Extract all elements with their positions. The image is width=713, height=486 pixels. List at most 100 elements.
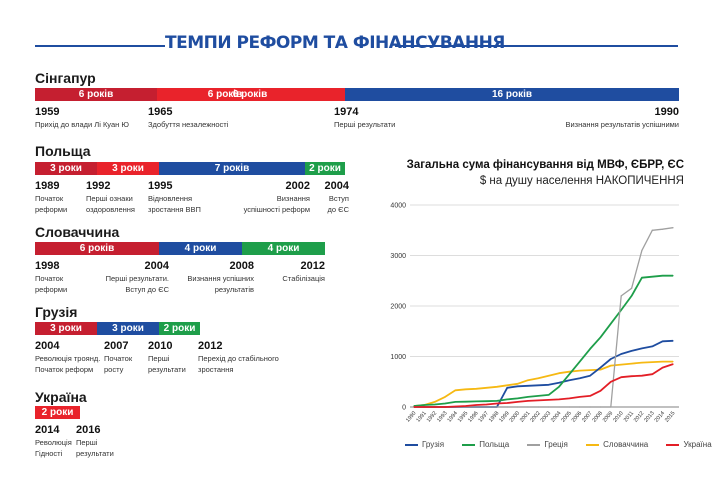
milestone-desc: зростання ВВП	[148, 205, 201, 214]
x-tick-label: 2010	[612, 410, 624, 423]
milestone-year: 2007	[104, 340, 129, 352]
data-point	[475, 400, 477, 403]
series-line-1	[414, 339, 674, 408]
data-point	[506, 384, 508, 386]
data-point	[558, 382, 560, 384]
milestone-desc: Початок	[35, 194, 64, 203]
legend-item: Україна	[666, 440, 712, 449]
data-point	[599, 390, 602, 392]
data-point	[485, 400, 488, 402]
data-point	[662, 360, 664, 363]
data-point	[413, 406, 415, 408]
milestone-desc: Здобуття незалежності	[148, 120, 229, 129]
data-point	[579, 396, 581, 398]
x-tick-label: 2006	[571, 410, 583, 423]
timeline-segment-label: 6 років	[232, 89, 268, 100]
milestone-desc: Перші ознаки	[86, 194, 133, 203]
legend-item: Грузія	[405, 440, 444, 449]
x-tick-label: 2004	[550, 410, 562, 423]
data-point	[589, 348, 591, 350]
milestone-desc: Прихід до влади Лі Куан Ю	[35, 120, 129, 129]
milestone-year: 1992	[86, 180, 111, 192]
data-point	[651, 229, 653, 231]
data-point	[651, 276, 653, 278]
timeline-segment: 4 роки	[159, 242, 242, 255]
x-tick-label: 2009	[602, 410, 614, 423]
timeline-bar-slovakia: 6 років 4 роки 4 роки	[35, 242, 325, 255]
data-point	[537, 399, 539, 402]
data-point	[641, 277, 643, 279]
data-point	[599, 367, 602, 369]
x-tick-label: 2013	[643, 410, 655, 423]
data-point	[475, 388, 477, 390]
x-tick-label: 1991	[415, 410, 427, 423]
legend-swatch	[527, 443, 541, 446]
series-line-4	[413, 360, 673, 407]
milestone-desc: реформи	[35, 205, 68, 214]
milestone-desc: Перші результати.	[105, 274, 169, 283]
milestone-desc: результати	[148, 365, 186, 374]
data-point	[620, 376, 622, 378]
data-point	[630, 287, 633, 289]
milestone-desc: Перші результати	[334, 120, 396, 129]
title-rule-left	[35, 45, 165, 47]
data-point	[506, 398, 508, 401]
x-tick-label: 2000	[509, 410, 521, 423]
data-point	[465, 401, 467, 403]
data-point	[537, 384, 539, 386]
country-title-slovakia: Словаччина	[35, 224, 120, 240]
milestone-desc: Гідності	[35, 449, 63, 458]
data-point	[548, 406, 550, 408]
timeline-bar-georgia: 3 роки 3 роки 2 роки	[35, 322, 200, 335]
data-point	[599, 406, 602, 408]
x-tick-label: 1993	[436, 410, 448, 423]
data-point	[620, 295, 622, 297]
milestone-desc: результатів	[214, 285, 254, 294]
milestone-year: 1995	[148, 180, 173, 192]
data-point	[434, 401, 436, 403]
data-point	[662, 275, 664, 277]
data-point	[589, 375, 591, 377]
data-point	[568, 406, 570, 408]
data-point	[558, 386, 560, 388]
y-tick-label: 2000	[390, 304, 406, 311]
milestone-year: 2010	[148, 340, 173, 352]
data-point	[610, 364, 612, 367]
x-tick-label: 1999	[498, 410, 510, 423]
data-point	[434, 403, 436, 406]
data-point	[641, 249, 643, 252]
data-point	[672, 340, 674, 342]
milestone-desc: оздоровлення	[86, 205, 135, 214]
x-tick-label: 2001	[519, 410, 531, 423]
y-tick-label: 1000	[390, 354, 406, 361]
data-point	[599, 336, 602, 338]
milestone-desc: Визнання успішних	[187, 274, 254, 283]
data-point	[620, 309, 622, 311]
data-point	[465, 388, 467, 390]
milestone-desc: Перші	[76, 438, 98, 447]
x-tick-label: 2002	[529, 410, 541, 423]
milestone-year: 1965	[148, 106, 173, 118]
page-title: ТЕМПИ РЕФОРМ ТА ФІНАНСУВАННЯ	[165, 33, 505, 53]
data-point	[537, 377, 539, 379]
data-point	[589, 395, 591, 397]
data-point	[579, 360, 581, 363]
data-point	[444, 402, 446, 405]
data-point	[548, 399, 550, 401]
data-point	[558, 372, 560, 374]
milestone-desc: Вступ до ЄС	[125, 285, 169, 294]
data-point	[579, 370, 581, 372]
series-line-3	[414, 227, 674, 408]
data-point	[568, 397, 570, 400]
timeline-segment: 2 роки	[305, 162, 345, 175]
data-point	[662, 228, 664, 230]
x-tick-label: 2012	[633, 410, 645, 423]
data-point	[496, 400, 498, 402]
legend-swatch	[586, 443, 600, 446]
milestone-desc: Революція троянд.	[35, 354, 101, 363]
milestone-year: 2004	[144, 260, 169, 272]
data-point	[527, 400, 529, 402]
timeline-segment: 2 роки	[35, 406, 80, 419]
data-point	[651, 373, 653, 375]
data-point	[475, 404, 477, 406]
